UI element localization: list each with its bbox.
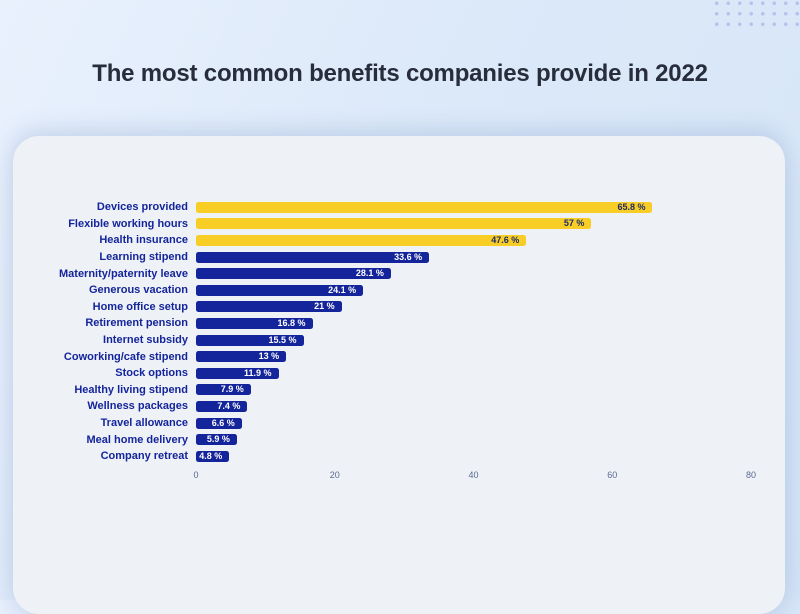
bar: 6.6 % bbox=[196, 417, 242, 429]
bar-track: 21 % bbox=[196, 301, 751, 313]
x-axis-tick: 60 bbox=[607, 469, 618, 480]
chart-row: Travel allowance 6.6 % bbox=[13, 415, 785, 432]
bar-track: 11.9 % bbox=[196, 367, 751, 379]
bar: 57 % bbox=[196, 218, 592, 230]
bar-value-label: 28.1 % bbox=[355, 268, 384, 279]
page-title: The most common benefits companies provi… bbox=[92, 60, 708, 87]
chart-row: Generous vacation 24.1 % bbox=[13, 282, 785, 299]
category-label: Coworking/cafe stipend bbox=[63, 350, 188, 363]
bar-value-label: 15.5 % bbox=[268, 334, 297, 345]
bar-track: 65.8 % bbox=[196, 201, 751, 213]
x-axis-tick: 40 bbox=[468, 469, 479, 480]
chart-row: Company retreat 4.8 % bbox=[13, 448, 785, 465]
chart-row: Meal home delivery 5.9 % bbox=[13, 431, 785, 448]
bar: 33.6 % bbox=[196, 251, 430, 263]
bar-track: 7.4 % bbox=[196, 400, 751, 412]
category-label: Flexible working hours bbox=[68, 217, 188, 230]
category-label: Retirement pension bbox=[85, 317, 188, 330]
bar: 15.5 % bbox=[196, 334, 304, 346]
category-label: Maternity/paternity leave bbox=[59, 267, 188, 280]
bar-track: 7.9 % bbox=[196, 384, 751, 396]
bar: 65.8 % bbox=[196, 201, 653, 213]
chart-row: Wellness packages 7.4 % bbox=[13, 398, 785, 415]
category-label: Learning stipend bbox=[99, 251, 188, 264]
bar-value-label: 5.9 % bbox=[206, 434, 230, 445]
bar: 28.1 % bbox=[196, 268, 391, 280]
x-axis: 0 20 40 60 80 bbox=[193, 469, 756, 484]
category-label: Company retreat bbox=[100, 450, 188, 463]
chart-row: Healthy living stipend 7.9 % bbox=[13, 382, 785, 399]
bar-value-label: 6.6 % bbox=[211, 417, 235, 428]
bar-track: 6.6 % bbox=[196, 417, 751, 429]
category-label: Stock options bbox=[115, 367, 188, 380]
bar-value-label: 57 % bbox=[563, 218, 585, 229]
chart-row: Devices provided 65.8 % bbox=[13, 199, 785, 216]
bar-track: 15.5 % bbox=[196, 334, 751, 346]
category-label: Generous vacation bbox=[88, 284, 188, 297]
bar-track: 24.1 % bbox=[196, 284, 751, 296]
chart-row: Coworking/cafe stipend 13 % bbox=[13, 348, 785, 365]
category-label: Wellness packages bbox=[87, 400, 188, 413]
bar: 13 % bbox=[196, 351, 287, 363]
bar-value-label: 7.9 % bbox=[220, 384, 244, 395]
bar: 24.1 % bbox=[196, 284, 364, 296]
bar-value-label: 47.6 % bbox=[491, 234, 520, 245]
bar-value-label: 11.9 % bbox=[244, 367, 272, 378]
chart-row: Health insurance 47.6 % bbox=[13, 232, 785, 249]
bar-chart: Devices provided 65.8 % Flexible working h… bbox=[13, 199, 785, 484]
x-axis-tick: 0 bbox=[193, 469, 199, 480]
bar-rows: Devices provided 65.8 % Flexible working h… bbox=[13, 199, 785, 465]
bar-track: 5.9 % bbox=[196, 434, 751, 446]
bar-track: 47.6 % bbox=[196, 234, 751, 246]
chart-row: Retirement pension 16.8 % bbox=[13, 315, 785, 332]
bar-track: 4.8 % bbox=[196, 450, 751, 462]
bar-value-label: 24.1 % bbox=[328, 284, 357, 295]
bar: 7.4 % bbox=[196, 400, 248, 412]
bar-track: 13 % bbox=[196, 351, 751, 363]
chart-row: Flexible working hours 57 % bbox=[13, 216, 785, 233]
category-label: Home office setup bbox=[92, 300, 188, 313]
bar-value-label: 13 % bbox=[258, 351, 280, 362]
chart-row: Internet subsidy 15.5 % bbox=[13, 332, 785, 349]
bar-track: 33.6 % bbox=[196, 251, 751, 263]
category-label: Health insurance bbox=[99, 234, 188, 247]
bar-track: 57 % bbox=[196, 218, 751, 230]
bar-value-label: 7.4 % bbox=[217, 400, 241, 411]
chart-row: Maternity/paternity leave 28.1 % bbox=[13, 265, 785, 282]
x-axis-tick: 20 bbox=[329, 469, 340, 480]
bar-value-label: 33.6 % bbox=[394, 251, 423, 262]
category-label: Meal home delivery bbox=[86, 433, 189, 446]
bar: 7.9 % bbox=[196, 384, 251, 396]
bar-value-label: 21 % bbox=[314, 301, 335, 312]
bar-track: 28.1 % bbox=[196, 268, 751, 280]
category-label: Internet subsidy bbox=[103, 334, 188, 347]
chart-card: Devices provided 65.8 % Flexible working h… bbox=[13, 136, 785, 614]
bar: 5.9 % bbox=[196, 434, 237, 446]
chart-row: Stock options 11.9 % bbox=[13, 365, 785, 382]
dot-grid-decoration bbox=[707, 0, 800, 29]
bar: 4.8 % bbox=[196, 450, 230, 462]
bar-value-label: 65.8 % bbox=[617, 201, 646, 212]
bar: 11.9 % bbox=[196, 367, 279, 379]
category-label: Travel allowance bbox=[100, 417, 188, 430]
bar-value-label: 16.8 % bbox=[277, 317, 306, 328]
x-axis-tick: 80 bbox=[745, 469, 757, 480]
category-label: Healthy living stipend bbox=[74, 383, 188, 396]
bar-value-label: 4.8 % bbox=[199, 450, 223, 461]
category-label: Devices provided bbox=[96, 201, 188, 214]
bar: 16.8 % bbox=[196, 317, 313, 329]
chart-row: Learning stipend 33.6 % bbox=[13, 249, 785, 266]
bar-track: 16.8 % bbox=[196, 317, 751, 329]
bar: 21 % bbox=[196, 301, 342, 313]
chart-row: Home office setup 21 % bbox=[13, 299, 785, 316]
bar: 47.6 % bbox=[196, 234, 527, 246]
